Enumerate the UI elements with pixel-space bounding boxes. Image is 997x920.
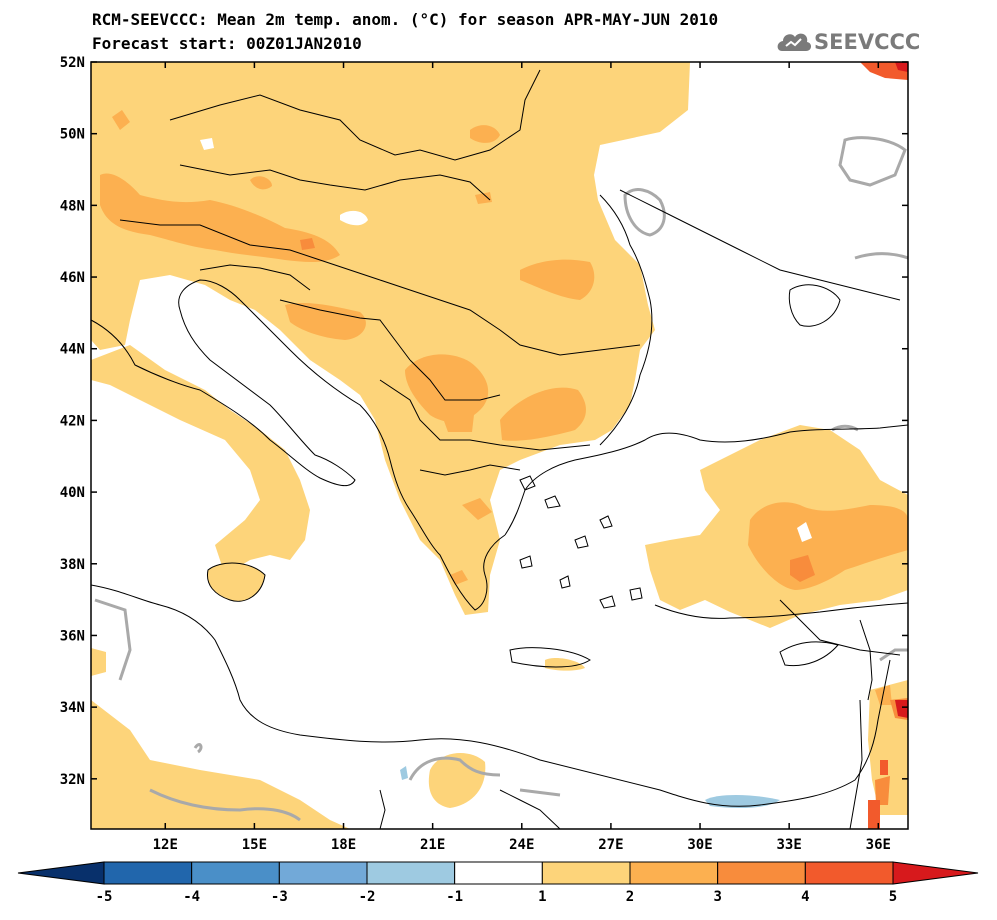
forecast-start-label: Forecast start: 00Z01JAN2010: [92, 34, 362, 53]
logo-text: SEEVCCC: [814, 30, 921, 54]
lon-tick-label: 21E: [420, 837, 445, 853]
colorbar-bin: [892, 861, 979, 885]
anomaly-area-2-3: [100, 110, 908, 705]
lat-tick-label: 36N: [60, 628, 85, 644]
anomaly-area-1-2: [91, 345, 310, 575]
lat-tick-label: 34N: [60, 700, 85, 716]
lon-tick-label: 18E: [331, 837, 356, 853]
anomaly-area-1-2: [91, 62, 690, 615]
colorbar-label: -1: [446, 889, 463, 905]
lon-tick-label: 33E: [777, 837, 802, 853]
lon-tick-label: 15E: [242, 837, 267, 853]
lat-tick-label: 38N: [60, 557, 85, 573]
colorbar-label: 1: [538, 889, 546, 905]
lat-tick-label: 32N: [60, 772, 85, 788]
axis-ticks: 52N 50N 48N 46N 44N 42N 40N 38N 36N 34N 32N 12E 15E 1…: [60, 55, 908, 853]
anomaly-area-1-2: [91, 700, 350, 829]
colorbar-bin: [629, 861, 719, 885]
anomaly-area-4-5: [860, 62, 908, 829]
colorbar-label: -4: [183, 889, 200, 905]
lat-tick-label: 44N: [60, 342, 85, 358]
colorbar-label: 3: [713, 889, 721, 905]
lat-tick-label: 42N: [60, 413, 85, 429]
colorbar-label: 4: [801, 889, 809, 905]
colorbar-bin: [454, 861, 543, 885]
colorbar-bin: [191, 861, 280, 885]
colorbar-bin: [103, 861, 193, 885]
seevccc-logo: SEEVCCC: [776, 24, 920, 58]
anomaly-field: [91, 62, 908, 829]
lat-tick-label: 48N: [60, 198, 85, 214]
colorbar-bin: [366, 861, 456, 885]
coastlines-and-borders: [91, 69, 908, 829]
zero-contours: [94, 136, 908, 822]
lon-tick-label: 36E: [866, 837, 891, 853]
colorbar: -5 -4 -3 -2 -1 1 2 3 4 5: [17, 861, 979, 905]
colorbar-bin: [17, 861, 105, 885]
lat-tick-label: 40N: [60, 485, 85, 501]
lat-tick-label: 52N: [60, 55, 85, 71]
colorbar-label: -2: [359, 889, 376, 905]
colorbar-label: -5: [96, 889, 113, 905]
cloud-icon: [777, 33, 812, 51]
colorbar-bin: [541, 861, 631, 885]
colorbar-bin: [717, 861, 806, 885]
map-title: RCM-SEEVCCC: Mean 2m temp. anom. (°C) fo…: [92, 10, 719, 29]
lon-tick-label: 12E: [153, 837, 178, 853]
colorbar-label: 5: [889, 889, 897, 905]
lat-tick-label: 46N: [60, 270, 85, 286]
lon-tick-label: 24E: [509, 837, 534, 853]
lon-tick-label: 27E: [598, 837, 623, 853]
colorbar-label: 2: [626, 889, 634, 905]
colorbar-label: -3: [271, 889, 288, 905]
lat-tick-label: 50N: [60, 127, 85, 143]
colorbar-bin: [278, 861, 368, 885]
anomaly-area-1-2: [91, 648, 106, 676]
anomaly-area-1-2: [428, 752, 486, 808]
anomaly-area-1-2: [207, 563, 265, 602]
map-frame: [90, 61, 909, 830]
colorbar-bin: [804, 861, 894, 885]
lon-tick-label: 30E: [687, 837, 712, 853]
